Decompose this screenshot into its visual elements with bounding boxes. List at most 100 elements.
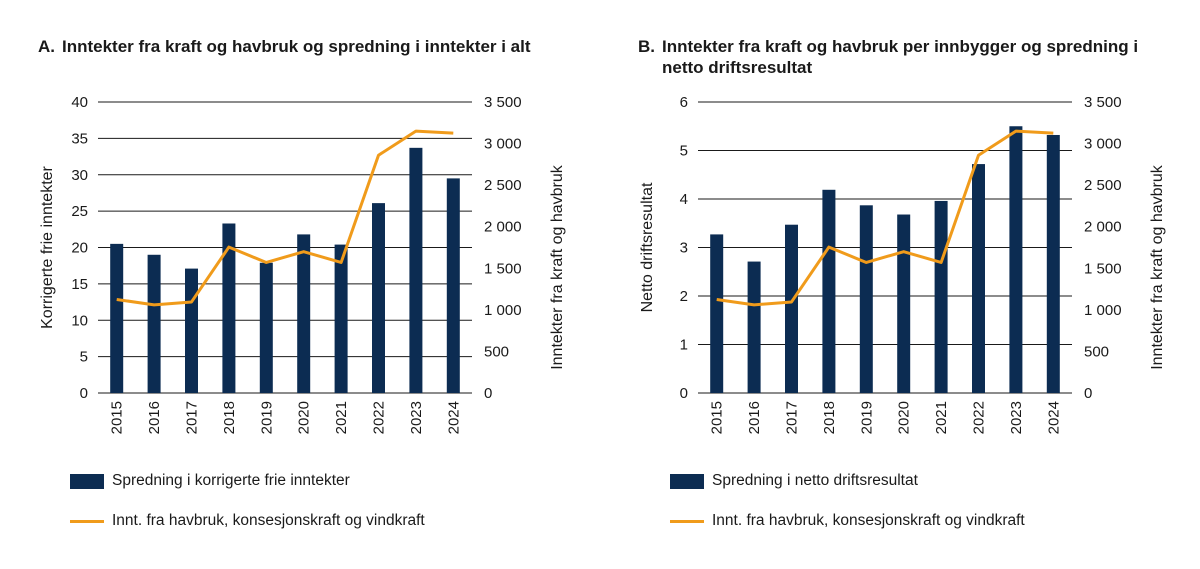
- y-right-tick-label: 1 500: [484, 260, 522, 277]
- x-tick-label: 2019: [858, 401, 875, 434]
- y-right-tick-label: 500: [484, 343, 509, 360]
- y-left-tick-label: 40: [71, 94, 88, 111]
- legend-line-swatch: [670, 519, 704, 523]
- x-tick-label: 2020: [896, 401, 913, 434]
- y-left-tick-label: 15: [71, 276, 88, 293]
- y-right-tick-label: 1 000: [484, 302, 522, 319]
- legend-line-entry: Innt. fra havbruk, konsesjonskraft og vi…: [670, 512, 1025, 530]
- chart-title: A. Inntekter fra kraft og havbruk og spr…: [38, 36, 558, 57]
- y-left-axis-label: Korrigerte frie inntekter: [39, 165, 56, 328]
- panel-letter: B.: [638, 37, 655, 56]
- x-tick-label: 2022: [971, 401, 988, 434]
- bar: [259, 262, 273, 393]
- x-tick-label: 2015: [709, 401, 726, 434]
- y-left-tick-label: 0: [680, 385, 688, 402]
- x-tick-label: 2020: [296, 401, 313, 434]
- y-right-tick-label: 2 500: [484, 177, 522, 194]
- y-left-tick-label: 20: [71, 240, 88, 257]
- x-tick-label: 2017: [784, 401, 801, 434]
- legend-bar-swatch: [670, 473, 704, 489]
- bar: [934, 200, 948, 393]
- panel-title: Inntekter fra kraft og havbruk og spredn…: [62, 37, 531, 56]
- bar: [446, 178, 460, 393]
- line-series: [716, 129, 1054, 307]
- y-left-tick-label: 30: [71, 167, 88, 184]
- y-left-tick-label: 2: [680, 288, 688, 305]
- y-right-tick-label: 3 500: [1084, 94, 1122, 111]
- x-tick-label: 2018: [221, 401, 238, 434]
- x-tick-label: 2021: [933, 401, 950, 434]
- legend-bar-label: Spredning i netto driftsresultat: [712, 472, 918, 489]
- legend-bar-entry: Spredning i netto driftsresultat: [670, 472, 918, 490]
- bar: [147, 254, 161, 393]
- y-left-tick-label: 4: [680, 191, 688, 208]
- y-left-tick-label: 5: [80, 349, 88, 366]
- legend-line-label: Innt. fra havbruk, konsesjonskraft og vi…: [112, 512, 425, 529]
- panel-title: Inntekter fra kraft og havbruk per innby…: [662, 37, 1139, 77]
- y-right-tick-label: 3 500: [484, 94, 522, 111]
- panel-letter: A.: [38, 37, 55, 56]
- y-left-tick-label: 10: [71, 312, 88, 329]
- y-right-tick-label: 3 000: [484, 136, 522, 153]
- y-right-tick-label: 1 500: [1084, 260, 1122, 277]
- bar: [222, 223, 236, 393]
- line-series: [116, 129, 454, 307]
- y-right-tick-label: 1 000: [1084, 302, 1122, 319]
- x-tick-label: 2016: [746, 401, 763, 434]
- bar: [372, 203, 385, 393]
- x-tick-label: 2024: [1045, 401, 1062, 434]
- x-tick-label: 2023: [1008, 401, 1025, 434]
- legend-bar-entry: Spredning i korrigerte frie inntekter: [70, 472, 350, 490]
- y-right-tick-label: 2 000: [1084, 219, 1122, 236]
- y-right-tick-label: 0: [484, 385, 492, 402]
- x-tick-label: 2023: [408, 401, 425, 434]
- legend-bar-swatch: [70, 473, 104, 489]
- x-tick-label: 2022: [371, 401, 388, 434]
- x-tick-label: 2024: [445, 401, 462, 434]
- x-tick-label: 2017: [184, 401, 201, 434]
- legend-line-label: Innt. fra havbruk, konsesjonskraft og vi…: [712, 512, 1025, 529]
- bar: [785, 224, 798, 393]
- legend-line-entry: Innt. fra havbruk, konsesjonskraft og vi…: [70, 512, 425, 530]
- bar: [1046, 134, 1060, 394]
- bar: [334, 244, 348, 393]
- bar: [409, 147, 423, 393]
- legend-line-swatch: [70, 519, 104, 523]
- y-left-axis-label: Netto driftsresultat: [639, 182, 656, 312]
- chart-canvas: 0 1 2 3 4 5 6 0 500 1 000 1 500 2 000 2 500 3 000 3 50…: [639, 94, 1166, 434]
- chart-panel-b: B. Inntekter fra kraft og havbruk per in…: [600, 0, 1200, 569]
- y-right-tick-label: 0: [1084, 385, 1092, 402]
- chart-title: B. Inntekter fra kraft og havbruk per in…: [638, 36, 1158, 78]
- bar: [897, 214, 911, 393]
- y-right-axis-label: Inntekter fra kraft og havbruk: [1149, 164, 1166, 370]
- chart-panel-a: A. Inntekter fra kraft og havbruk og spr…: [38, 36, 566, 530]
- bar: [1009, 126, 1023, 393]
- y-left-tick-label: 5: [680, 143, 688, 160]
- y-right-axis-label: Inntekter fra kraft og havbruk: [549, 164, 566, 370]
- y-left-tick-label: 25: [71, 203, 88, 220]
- bar: [110, 243, 124, 393]
- bar: [859, 205, 873, 393]
- x-tick-label: 2021: [333, 401, 350, 434]
- y-right-tick-label: 2 000: [484, 219, 522, 236]
- bar: [972, 164, 985, 393]
- bar: [710, 234, 724, 393]
- y-left-tick-label: 0: [80, 385, 88, 402]
- y-left-tick-label: 1: [680, 337, 688, 354]
- bar: [185, 268, 198, 393]
- y-right-tick-label: 500: [1084, 343, 1109, 360]
- y-right-tick-label: 3 000: [1084, 136, 1122, 153]
- x-tick-label: 2019: [258, 401, 275, 434]
- y-left-tick-label: 3: [680, 240, 688, 257]
- x-tick-label: 2016: [146, 401, 163, 434]
- y-left-tick-label: 35: [71, 130, 88, 147]
- bar: [297, 234, 311, 393]
- x-tick-label: 2015: [109, 401, 126, 434]
- chart-canvas: 0 5 10 15 20 25 30 35 40 0 500 1 000 1 500 2 000 2 500…: [39, 94, 566, 434]
- y-left-tick-label: 6: [680, 94, 688, 111]
- x-tick-label: 2018: [821, 401, 838, 434]
- y-right-tick-label: 2 500: [1084, 177, 1122, 194]
- bar: [747, 261, 761, 393]
- legend-bar-label: Spredning i korrigerte frie inntekter: [112, 472, 350, 489]
- bar: [822, 189, 836, 393]
